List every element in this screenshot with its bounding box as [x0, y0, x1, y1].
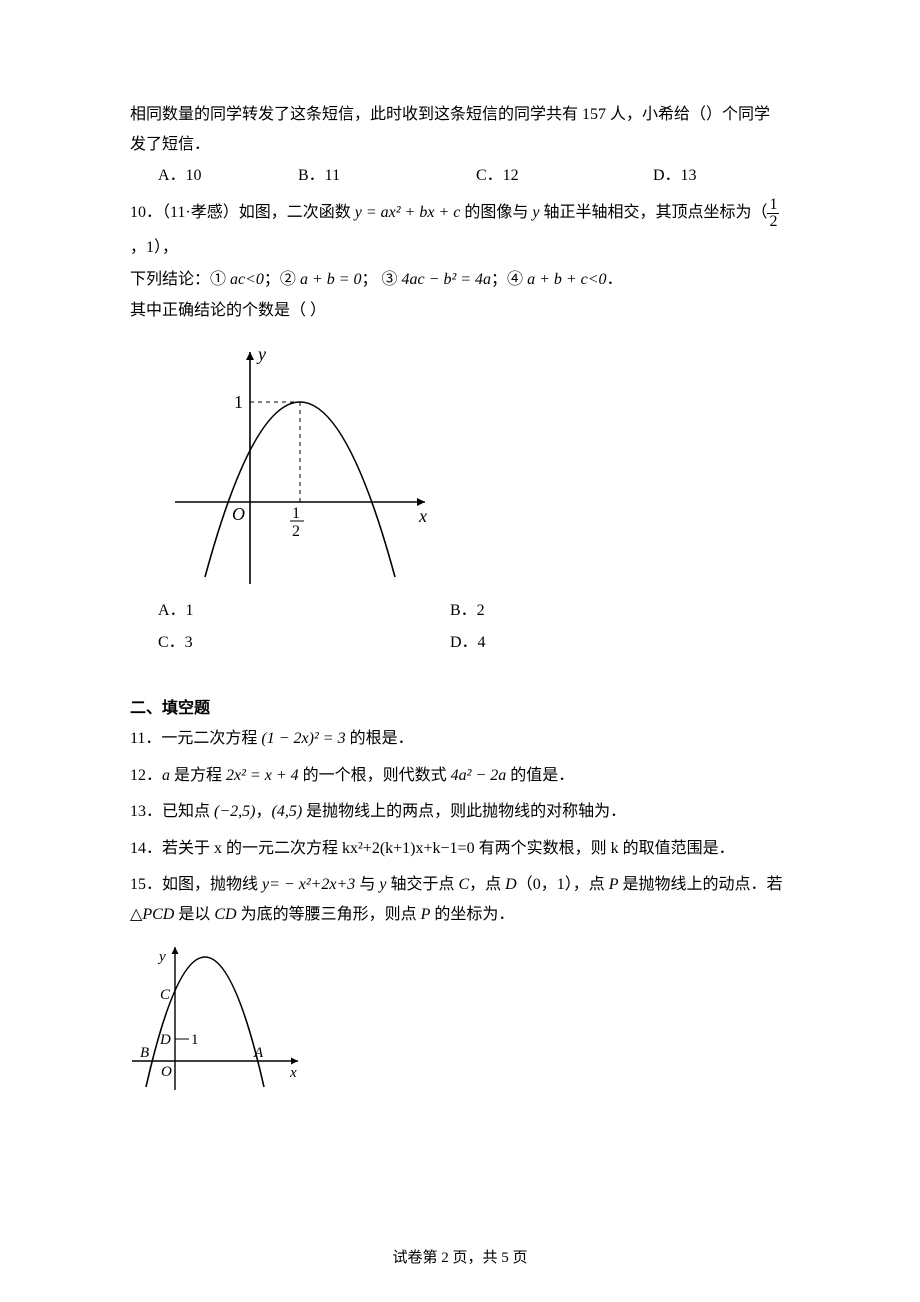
q15-P: P — [609, 876, 619, 893]
q15-m1: 与 — [355, 876, 379, 893]
q15-m2: 轴交于点 — [386, 876, 458, 893]
q10-s1: ；② — [264, 271, 300, 288]
svg-text:1: 1 — [234, 392, 243, 412]
q12: 12．a 是方程 2x² = x + 4 的一个根，则代数式 4a² − 2a … — [130, 761, 790, 791]
q11-suffix: 的根是． — [346, 730, 414, 747]
q9-opt-c: C．12 — [476, 161, 519, 191]
q10-opt-b: B．2 — [450, 596, 485, 626]
svg-text:1: 1 — [191, 1032, 199, 1048]
q9-opt-b: B．11 — [298, 161, 340, 191]
svg-text:y: y — [157, 949, 166, 965]
q14: 14．若关于 x 的一元二次方程 kx²+2(k+1)x+k−1=0 有两个实数… — [130, 834, 790, 864]
q10-frac-bot: 2 — [767, 214, 779, 230]
q15-PCD: PCD — [142, 906, 174, 923]
q10-prefix: 10．（11·孝感）如图，二次函数 — [130, 204, 355, 221]
svg-text:O: O — [232, 504, 245, 524]
q15-C: C — [458, 876, 469, 893]
q10-diagram-wrap: yxO112 — [170, 332, 790, 592]
svg-text:C: C — [160, 987, 171, 1003]
q9-options: A．10 B．11 C．12 D．13 — [130, 161, 790, 195]
svg-text:1: 1 — [292, 505, 300, 522]
q10-line1: 10．（11·孝感）如图，二次函数 y = ax² + bx + c 的图像与 … — [130, 195, 790, 265]
q15-diagram: y x O C D 1 A B — [130, 939, 310, 1094]
q10-opt-a: A．1 — [158, 596, 194, 626]
svg-text:y: y — [256, 344, 266, 364]
q9-opt-a: A．10 — [158, 161, 202, 191]
q10-opt-c: C．3 — [158, 628, 193, 658]
q10-options: A．1 B．2 C．3 D．4 — [130, 596, 790, 666]
q15-P2: P — [421, 906, 431, 923]
q12-a: a — [162, 767, 170, 784]
svg-text:x: x — [289, 1065, 297, 1081]
q10-c4: a + b + c<0 — [527, 271, 607, 288]
q15-suffix: 的坐标为． — [430, 906, 514, 923]
q10-line3: 其中正确结论的个数是（ ） — [130, 296, 790, 326]
svg-text:x: x — [418, 506, 427, 526]
q13-suffix: 是抛物线上的两点，则此抛物线的对称轴为． — [302, 803, 626, 820]
q15-m4: ，点 — [573, 876, 609, 893]
q10-mid2: 轴正半轴相交，其顶点坐标为（ — [539, 204, 767, 221]
q9-line1: 相同数量的同学转发了这条短信，此时收到这条短信的同学共有 157 人，小希给（）… — [130, 100, 790, 130]
q10-c1: ac<0 — [230, 271, 264, 288]
page-footer: 试卷第 2 页，共 5 页 — [0, 1244, 920, 1273]
q12-m2: 的一个根，则代数式 — [299, 767, 451, 784]
q9-opt-d: D．13 — [653, 161, 697, 191]
section-2-heading: 二、填空题 — [130, 694, 790, 724]
q10-func: y = ax² + bx + c — [355, 204, 461, 221]
q9-line2: 发了短信． — [130, 130, 790, 160]
q10-c2: a + b = 0 — [300, 271, 362, 288]
q12-suffix: 的值是． — [506, 767, 574, 784]
q15-m5: 是抛物线上的动点．若 — [619, 876, 783, 893]
svg-text:O: O — [161, 1064, 172, 1080]
q10-frac-top: 1 — [767, 197, 779, 214]
q15-m3: ，点 — [469, 876, 505, 893]
q13: 13．已知点 (−2,5)，(4,5) 是抛物线上的两点，则此抛物线的对称轴为． — [130, 797, 790, 827]
q15-prefix: 15．如图，抛物线 — [130, 876, 262, 893]
q15-line2: △PCD 是以 CD 为底的等腰三角形，则点 P 的坐标为． — [130, 900, 790, 930]
q10-c3: 4ac − b² = 4a — [402, 271, 492, 288]
q10-after-frac: ，1）， — [130, 239, 178, 256]
q12-eq: 2x² = x + 4 — [226, 767, 299, 784]
q11-expr: (1 − 2x)² = 3 — [261, 730, 345, 747]
page: 相同数量的同学转发了这条短信，此时收到这条短信的同学共有 157 人，小希给（）… — [0, 0, 920, 1302]
q15-m7: 为底的等腰三角形，则点 — [237, 906, 421, 923]
q10-s3: ；④ — [491, 271, 527, 288]
spacer — [130, 666, 790, 694]
q10-s2: ； ③ — [362, 271, 402, 288]
svg-text:B: B — [140, 1045, 149, 1061]
q11: 11．一元二次方程 (1 − 2x)² = 3 的根是． — [130, 724, 790, 754]
q13-prefix: 13．已知点 — [130, 803, 214, 820]
q15-Dcoord: （0，1） — [517, 876, 573, 893]
q13-mid: ， — [255, 803, 271, 820]
q13-p1: (−2,5) — [214, 803, 255, 820]
q15-tri: △ — [130, 906, 142, 923]
q12-expr: 4a² − 2a — [451, 767, 507, 784]
q10-l2-prefix: 下列结论：① — [130, 271, 230, 288]
q15-diagram-wrap: y x O C D 1 A B — [130, 939, 790, 1094]
q15-line1: 15．如图，抛物线 y= − x²+2x+3 与 y 轴交于点 C，点 D（0，… — [130, 870, 790, 900]
q12-prefix: 12． — [130, 767, 162, 784]
svg-text:D: D — [159, 1032, 171, 1048]
q10-line2: 下列结论：① ac<0；② a + b = 0； ③ 4ac − b² = 4a… — [130, 265, 790, 295]
svg-text:2: 2 — [292, 523, 300, 540]
q12-m1: 是方程 — [170, 767, 226, 784]
q10-opt-d: D．4 — [450, 628, 486, 658]
q13-p2: (4,5) — [271, 803, 302, 820]
q15-D: D — [505, 876, 517, 893]
svg-text:A: A — [253, 1045, 264, 1061]
q15-m6: 是以 — [174, 906, 214, 923]
q10-diagram: yxO112 — [170, 332, 440, 592]
q11-prefix: 11．一元二次方程 — [130, 730, 261, 747]
q15-func: y= − x²+2x+3 — [262, 876, 355, 893]
q15-CD: CD — [214, 906, 236, 923]
q10-l2-suffix: ． — [607, 271, 623, 288]
q10-mid1: 的图像与 — [460, 204, 532, 221]
q10-frac: 12 — [767, 197, 779, 230]
